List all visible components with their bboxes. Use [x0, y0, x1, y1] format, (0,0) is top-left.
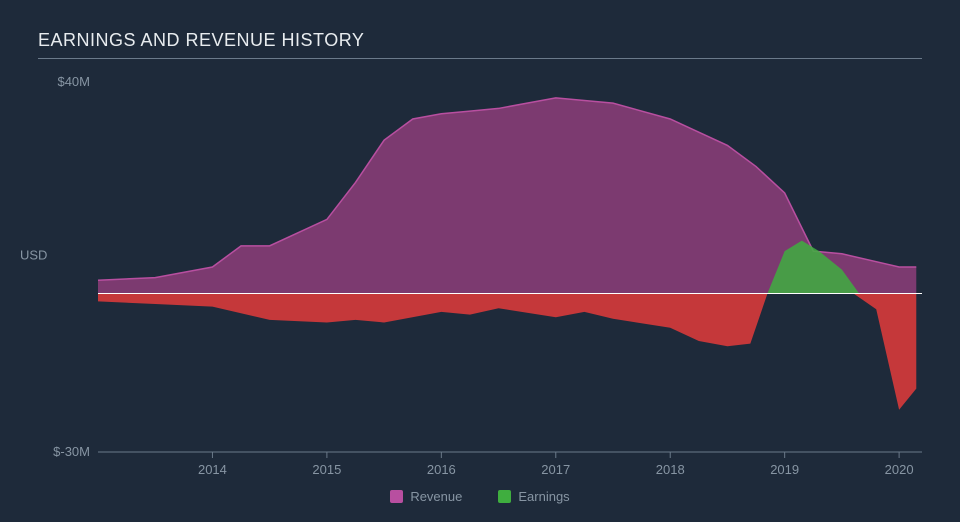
x-tick-label: 2016: [427, 462, 456, 477]
legend-item-earnings: Earnings: [498, 489, 569, 504]
earnings-revenue-chart: EARNINGS AND REVENUE HISTORY USD $-30M$4…: [0, 0, 960, 522]
x-tick-label: 2017: [541, 462, 570, 477]
x-tick-label: 2015: [312, 462, 341, 477]
y-tick-label: $-30M: [53, 444, 90, 459]
legend-swatch-revenue: [390, 490, 403, 503]
legend-item-revenue: Revenue: [390, 489, 462, 504]
plot-area: [0, 0, 960, 522]
legend-label-earnings: Earnings: [518, 489, 569, 504]
x-tick-label: 2019: [770, 462, 799, 477]
x-tick-label: 2014: [198, 462, 227, 477]
x-tick-label: 2020: [885, 462, 914, 477]
legend: Revenue Earnings: [0, 489, 960, 504]
x-tick-label: 2018: [656, 462, 685, 477]
legend-swatch-earnings: [498, 490, 511, 503]
legend-label-revenue: Revenue: [410, 489, 462, 504]
y-tick-label: $40M: [57, 74, 90, 89]
